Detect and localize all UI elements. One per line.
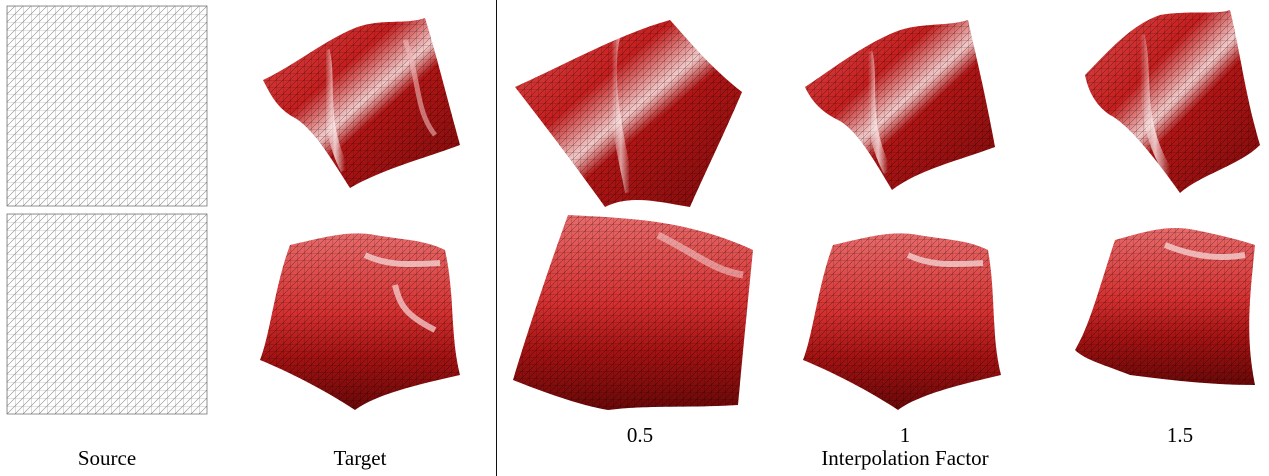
label-factor-1-5: 1.5: [1166, 423, 1194, 447]
divider-line: [496, 0, 497, 476]
label-target: Target: [333, 446, 387, 470]
interp-0-5-mesh-bottom: [508, 210, 758, 415]
source-grid-top: [6, 5, 208, 207]
interp-1-5-mesh-top: [1080, 5, 1265, 200]
target-mesh-bottom: [255, 225, 470, 415]
label-interpolation-factor: Interpolation Factor: [821, 446, 989, 470]
interp-1-mesh-bottom: [798, 225, 1008, 415]
label-factor-0-5: 0.5: [626, 423, 654, 447]
interp-1-5-mesh-bottom: [1070, 225, 1262, 395]
label-factor-1: 1: [899, 423, 911, 447]
source-grid-bottom: [6, 213, 208, 415]
target-mesh-top: [255, 10, 470, 195]
label-source: Source: [77, 446, 137, 470]
interp-0-5-mesh-top: [510, 12, 750, 212]
interp-1-mesh-top: [800, 12, 1000, 197]
